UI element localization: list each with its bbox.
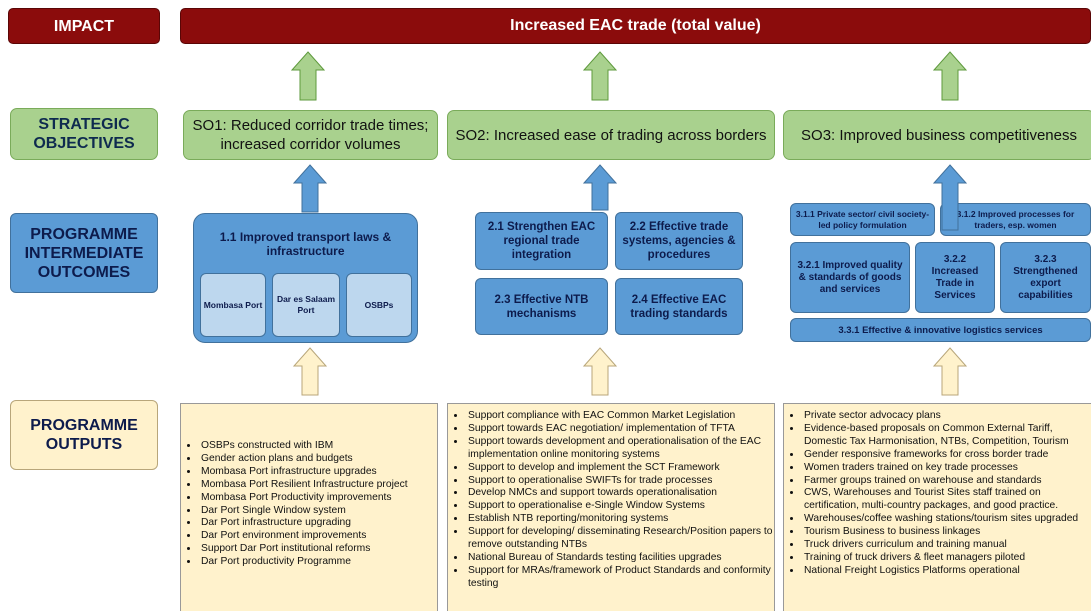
outcome: 3.1.1 Private sector/ civil society-led … [790, 203, 935, 236]
outcome: 2.2 Effective trade systems, agencies & … [615, 212, 743, 270]
output-box: OSBPs constructed with IBMGender action … [180, 403, 438, 611]
output-item: Support compliance with EAC Common Marke… [466, 410, 774, 423]
arrow [292, 347, 328, 396]
output-item: Evidence-based proposals on Common Exter… [802, 423, 1091, 449]
output-item: Support to develop and implement the SCT… [466, 462, 774, 475]
output-item: CWS, Warehouses and Tourist Sites staff … [802, 487, 1091, 513]
output-item: Dar Port infrastructure upgrading [199, 517, 437, 530]
output-item: Support to operationalise SWIFTs for tra… [466, 475, 774, 488]
outcome: 3.2.2 Increased Trade in Services [915, 242, 995, 313]
output-list: OSBPs constructed with IBMGender action … [181, 440, 437, 569]
output-box: Private sector advocacy plansEvidence-ba… [783, 403, 1091, 611]
output-list: Support compliance with EAC Common Marke… [448, 410, 774, 591]
output-item: Support for developing/ disseminating Re… [466, 526, 774, 552]
objective: SO2: Increased ease of trading across bo… [447, 110, 775, 160]
outcome-part: OSBPs [346, 273, 412, 337]
output-item: Support Dar Port institutional reforms [199, 543, 437, 556]
arrow [582, 164, 618, 211]
output-item: Warehouses/coffee washing stations/touri… [802, 513, 1091, 526]
arrow [292, 164, 328, 213]
objective: SO3: Improved business competitiveness [783, 110, 1091, 160]
outcome: 3.1.2 Improved processes for traders, es… [940, 203, 1091, 236]
output-item: Support towards development and operatio… [466, 436, 774, 462]
output-item: Develop NMCs and support towards operati… [466, 487, 774, 500]
output-item: Gender action plans and budgets [199, 453, 437, 466]
output-item: National Bureau of Standards testing fac… [466, 552, 774, 565]
outcome-part: Mombasa Port [200, 273, 266, 337]
outcome: 3.2.1 Improved quality & standards of go… [790, 242, 910, 313]
impact-banner: Increased EAC trade (total value) [180, 8, 1091, 44]
output-box: Support compliance with EAC Common Marke… [447, 403, 775, 611]
row-label: IMPACT [8, 8, 160, 44]
outcome: 2.1 Strengthen EAC regional trade integr… [475, 212, 608, 270]
outcome: 3.2.3 Strengthened export capabilities [1000, 242, 1091, 313]
outcome-part: Dar es Salaam Port [272, 273, 340, 337]
arrow [582, 51, 618, 101]
arrow [290, 51, 326, 101]
outcome-title: 1.1 Improved transport laws & infrastruc… [219, 230, 392, 258]
arrow [582, 347, 618, 396]
output-item: Dar Port Single Window system [199, 505, 437, 518]
output-item: Support to operationalise e-Single Windo… [466, 500, 774, 513]
row-label: PROGRAMME INTERMEDIATE OUTCOMES [10, 213, 158, 293]
output-item: Private sector advocacy plans [802, 410, 1091, 423]
objective: SO1: Reduced corridor trade times; incre… [183, 110, 438, 160]
output-item: Mombasa Port infrastructure upgrades [199, 466, 437, 479]
output-item: Dar Port productivity Programme [199, 556, 437, 569]
output-item: Tourism Business to business linkages [802, 526, 1091, 539]
arrow [932, 51, 968, 101]
output-item: Farmer groups trained on warehouse and s… [802, 475, 1091, 488]
arrow [932, 347, 968, 396]
output-item: OSBPs constructed with IBM [199, 440, 437, 453]
output-item: Truck drivers curriculum and training ma… [802, 539, 1091, 552]
output-item: Training of truck drivers & fleet manage… [802, 552, 1091, 565]
outcome: 3.3.1 Effective & innovative logistics s… [790, 318, 1091, 342]
output-item: Gender responsive frameworks for cross b… [802, 449, 1091, 462]
outcome: 2.3 Effective NTB mechanisms [475, 278, 608, 335]
outcome: 2.4 Effective EAC trading standards [615, 278, 743, 335]
output-item: Support for MRAs/framework of Product St… [466, 565, 774, 591]
row-label: STRATEGIC OBJECTIVES [10, 108, 158, 160]
output-item: Establish NTB reporting/monitoring syste… [466, 513, 774, 526]
row-label: PROGRAMME OUTPUTS [10, 400, 158, 470]
output-item: Dar Port environment improvements [199, 530, 437, 543]
output-item: Mombasa Port Productivity improvements [199, 492, 437, 505]
output-item: Mombasa Port Resilient Infrastructure pr… [199, 479, 437, 492]
output-item: National Freight Logistics Platforms ope… [802, 565, 1091, 578]
output-list: Private sector advocacy plansEvidence-ba… [784, 410, 1091, 578]
output-item: Women traders trained on key trade proce… [802, 462, 1091, 475]
output-item: Support towards EAC negotiation/ impleme… [466, 423, 774, 436]
